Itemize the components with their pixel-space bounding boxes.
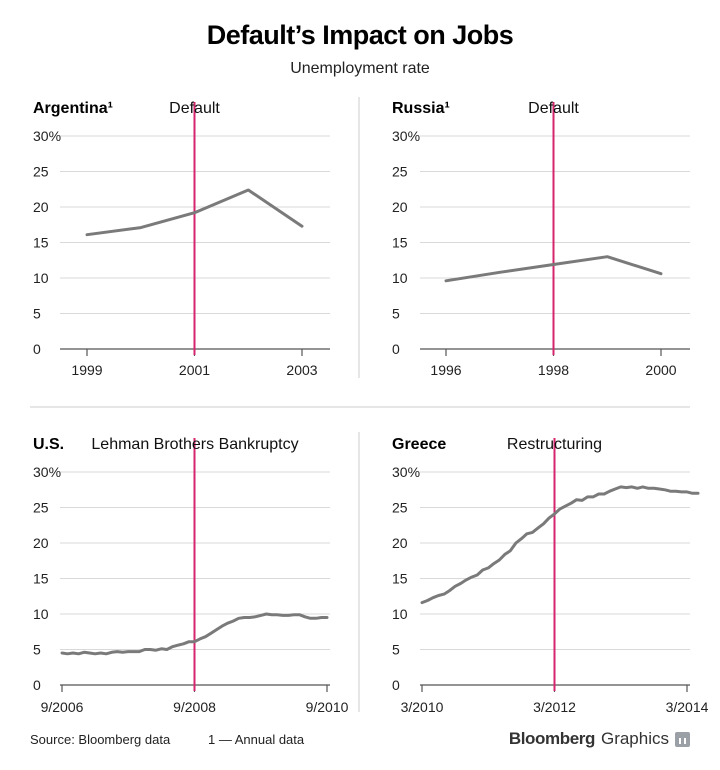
y-tick-label-2-3: 15 <box>33 571 49 587</box>
y-tick-label-3-0: 30% <box>392 464 420 480</box>
event-annotation-1: Default <box>528 100 579 117</box>
y-tick-label-3-1: 25 <box>392 500 408 516</box>
y-tick-label-1-1: 25 <box>392 164 408 180</box>
brand-bold: Bloomberg <box>508 729 596 748</box>
series-line-2 <box>60 612 329 656</box>
footer-note: 1 — Annual data <box>208 732 305 747</box>
x-tick-label-0-1: 2001 <box>179 362 210 378</box>
x-tick-label-1-1: 1998 <box>538 362 569 378</box>
y-tick-label-0-1: 25 <box>33 164 49 180</box>
x-tick-label-3-1: 3/2012 <box>533 699 576 715</box>
y-tick-label-2-5: 5 <box>33 642 41 658</box>
y-tick-label-3-2: 20 <box>392 535 408 551</box>
panel-title-1: Russia¹ <box>392 100 450 117</box>
x-tick-label-1-2: 2000 <box>645 362 676 378</box>
x-tick-label-1-0: 1996 <box>430 362 461 378</box>
event-annotation-2: Lehman Brothers Bankruptcy <box>91 436 298 453</box>
chart-title: Default’s Impact on Jobs <box>206 20 514 50</box>
series-line-0 <box>85 188 304 237</box>
x-tick-label-0-0: 1999 <box>71 362 102 378</box>
x-tick-label-2-1: 9/2008 <box>173 699 216 715</box>
y-tick-label-2-6: 0 <box>33 677 41 693</box>
brand-logo: Bloomberg Graphics <box>509 729 690 749</box>
bar-chart-icon <box>675 731 690 747</box>
brand-light: Graphics <box>600 729 669 748</box>
y-tick-label-1-6: 0 <box>392 341 400 357</box>
footer-source: Source: Bloomberg data <box>30 732 171 747</box>
event-annotation-3: Restructuring <box>507 436 602 453</box>
y-tick-label-3-5: 5 <box>392 642 400 658</box>
chart-subtitle: Unemployment rate <box>290 60 430 77</box>
y-tick-label-0-6: 0 <box>33 341 41 357</box>
event-annotation-0: Default <box>169 100 220 117</box>
y-tick-label-1-4: 10 <box>392 270 408 286</box>
y-tick-label-2-2: 20 <box>33 535 49 551</box>
y-tick-label-0-5: 5 <box>33 306 41 322</box>
y-tick-label-0-4: 10 <box>33 270 49 286</box>
x-tick-label-2-2: 9/2010 <box>306 699 349 715</box>
y-tick-label-3-6: 0 <box>392 677 400 693</box>
y-tick-label-0-2: 20 <box>33 199 49 215</box>
y-tick-label-2-0: 30% <box>33 464 61 480</box>
y-tick-label-1-0: 30% <box>392 128 420 144</box>
x-tick-label-3-2: 3/2014 <box>666 699 709 715</box>
y-tick-label-2-1: 25 <box>33 500 49 516</box>
y-tick-label-2-4: 10 <box>33 606 49 622</box>
y-tick-label-0-3: 15 <box>33 235 49 251</box>
panel-title-2: U.S. <box>33 436 64 453</box>
x-tick-label-0-2: 2003 <box>286 362 317 378</box>
panel-title-0: Argentina¹ <box>33 100 113 117</box>
x-tick-label-2-0: 9/2006 <box>41 699 84 715</box>
y-tick-label-1-2: 20 <box>392 199 408 215</box>
y-tick-label-3-3: 15 <box>392 571 408 587</box>
y-tick-label-0-0: 30% <box>33 128 61 144</box>
series-line-3 <box>420 485 700 605</box>
x-tick-label-3-0: 3/2010 <box>401 699 444 715</box>
y-tick-label-1-5: 5 <box>392 306 400 322</box>
y-tick-label-3-4: 10 <box>392 606 408 622</box>
panel-title-3: Greece <box>392 436 446 453</box>
y-tick-label-1-3: 15 <box>392 235 408 251</box>
series-line-1 <box>444 255 663 283</box>
